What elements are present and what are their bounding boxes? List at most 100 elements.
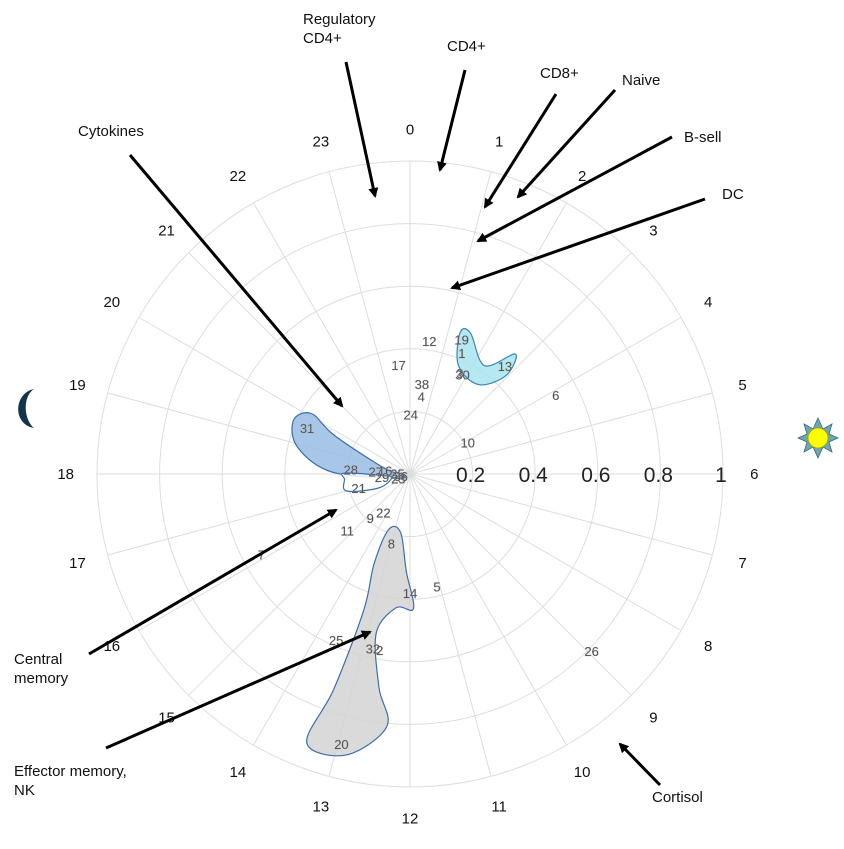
- hour-label: 19: [69, 377, 86, 394]
- grid-spoke: [188, 252, 411, 475]
- data-point-label: 2: [376, 643, 383, 658]
- radial-tick-label: 0.8: [644, 464, 673, 487]
- hour-label: 17: [69, 555, 86, 572]
- hour-label: 21: [158, 223, 175, 240]
- annotation-arrow: [450, 197, 706, 291]
- hour-label: 18: [57, 466, 74, 483]
- hour-label: 10: [574, 764, 591, 781]
- sun-icon: [797, 417, 839, 459]
- data-point-label: 11: [340, 524, 354, 539]
- cluster-region: [456, 328, 517, 386]
- data-point-label: 14: [403, 586, 417, 601]
- data-point-label: 13: [498, 359, 512, 374]
- grid-spoke: [138, 473, 411, 631]
- grid-spoke: [409, 473, 632, 696]
- annotation-arrow: [88, 508, 338, 656]
- regions: [291, 328, 517, 757]
- data-point-label: 36: [394, 469, 408, 484]
- data-point-label: 10: [461, 436, 475, 451]
- hour-label: 6: [750, 466, 758, 483]
- hour-label: 23: [313, 133, 330, 150]
- hour-label: 1: [495, 133, 503, 150]
- cluster-region: [340, 472, 393, 493]
- data-point-label: 4: [418, 390, 425, 405]
- hour-label: 11: [491, 799, 507, 816]
- data-point-label: 17: [391, 358, 405, 373]
- data-point-label: 24: [404, 408, 418, 423]
- data-point-label: 29: [375, 470, 389, 485]
- hour-label: 9: [649, 709, 657, 726]
- data-point-label: 21: [351, 481, 365, 496]
- grid-spoke: [409, 317, 682, 475]
- grid-spoke: [253, 202, 411, 475]
- annotation-label: DC: [722, 186, 744, 203]
- radial-tick-label: 0.6: [581, 464, 610, 487]
- data-point-label: 32: [366, 642, 380, 657]
- annotations: Regulatory CD4+ CD4+ CD8+ Naive B-sell DC Cytok…: [14, 11, 744, 806]
- cluster-region: [306, 525, 415, 757]
- data-point-label: 26: [584, 644, 598, 659]
- data-point-label: 1: [458, 346, 465, 361]
- hour-label: 3: [649, 223, 657, 240]
- moon-icon: [18, 389, 34, 428]
- hour-label: 20: [103, 294, 120, 311]
- data-point-label: 20: [334, 737, 348, 752]
- hour-label: 4: [704, 294, 712, 311]
- hour-label: 22: [230, 168, 247, 185]
- grid-spoke: [409, 473, 567, 746]
- radial-ticks: 0.2 0.4 0.6 0.8 1: [456, 464, 727, 487]
- annotation-label: CD4+: [447, 38, 486, 55]
- annotation-arrow: [483, 93, 558, 209]
- data-point-label: 23: [391, 471, 405, 486]
- annotation-label: Cortisol: [652, 789, 703, 806]
- grid-spoke: [409, 202, 567, 475]
- annotation-arrow: [516, 88, 617, 199]
- hour-label: 12: [402, 810, 419, 827]
- hour-label: 7: [738, 555, 746, 572]
- annotation-arrow: [105, 630, 372, 750]
- hour-label: 0: [406, 122, 414, 139]
- grid-spoke: [409, 473, 492, 777]
- data-point-label: 28: [343, 462, 357, 477]
- grid-spoke: [409, 252, 632, 475]
- radial-tick-label: 0.4: [519, 464, 549, 487]
- annotation-label: B-sell: [684, 129, 722, 146]
- data-point-label: 35: [390, 466, 404, 481]
- grid-spoke: [188, 473, 411, 696]
- annotation-arrow: [128, 154, 344, 408]
- annotation-label: Regulatory CD4+: [303, 11, 376, 47]
- annotation-arrow: [344, 61, 379, 198]
- hour-label: 8: [704, 638, 712, 655]
- data-point-label: 12: [422, 334, 436, 349]
- grid-spoke: [253, 473, 411, 746]
- hour-label: 13: [313, 799, 330, 816]
- data-point-label: 9: [367, 511, 374, 526]
- annotation-label: Cytokines: [78, 123, 144, 140]
- annotation-label: Effector memory, NK: [14, 763, 127, 799]
- annotation-label: CD8+: [540, 65, 579, 82]
- hour-label: 5: [738, 377, 746, 394]
- data-point-label: 16: [378, 464, 392, 479]
- grid-spoke: [409, 171, 492, 475]
- hour-label: 2: [578, 168, 586, 185]
- grid-spoke: [409, 473, 682, 631]
- data-point-label: 3: [456, 366, 463, 381]
- annotation-label: Naive: [622, 72, 660, 89]
- hour-label: 14: [230, 764, 247, 781]
- data-point-label: 22: [376, 506, 390, 521]
- radial-tick-label: 1: [715, 464, 727, 487]
- cluster-region: [291, 412, 407, 480]
- data-point-label: 19: [454, 333, 468, 348]
- annotation-arrow: [476, 135, 673, 243]
- data-point-label: 6: [552, 388, 559, 403]
- grid-spoke: [328, 171, 411, 475]
- data-point-label: 5: [433, 580, 440, 595]
- annotation-arrow: [437, 69, 467, 172]
- data-point-label: 27: [368, 464, 382, 479]
- data-point-label: 8: [388, 537, 395, 552]
- data-point-label: 38: [415, 377, 429, 392]
- grid-spoke: [409, 473, 713, 556]
- grid-spoke: [138, 317, 411, 475]
- grid-spoke: [409, 392, 713, 475]
